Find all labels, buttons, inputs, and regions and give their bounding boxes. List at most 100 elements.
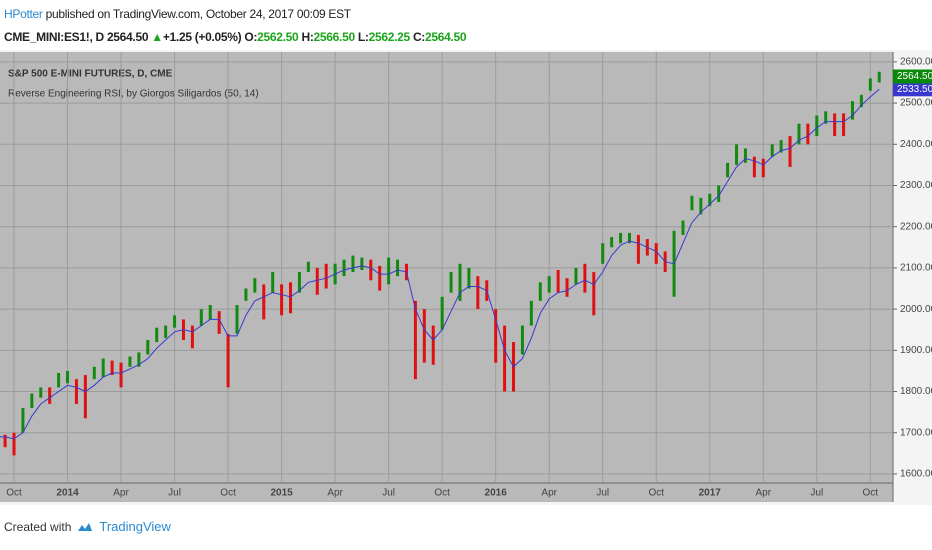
chart: S&P 500 E-MINI FUTURES, D, CME Reverse E… xyxy=(0,50,932,505)
price-bar xyxy=(137,352,141,367)
price-bar xyxy=(396,259,400,277)
price-bar xyxy=(39,387,43,398)
y-tick-label: 1700.00 xyxy=(900,427,932,438)
price-bar xyxy=(280,284,284,316)
price-bar xyxy=(12,432,16,456)
price-bar xyxy=(378,265,382,291)
price-bar xyxy=(761,158,765,178)
price-bar xyxy=(610,237,614,248)
price-bar xyxy=(538,282,542,301)
price-bar xyxy=(859,94,863,108)
y-tick-label: 2000.00 xyxy=(900,304,932,315)
footer: Created with TradingView xyxy=(4,519,171,534)
price-bar xyxy=(779,140,783,153)
brand[interactable]: TradingView xyxy=(99,519,171,534)
price-bar xyxy=(244,288,248,301)
price-bar xyxy=(619,232,623,244)
price-bar xyxy=(476,276,480,310)
change: +1.25 (+0.05%) xyxy=(162,30,242,44)
price-bar xyxy=(726,162,730,178)
price-bar xyxy=(173,315,177,328)
indicator-line xyxy=(0,88,880,440)
price-bar xyxy=(297,272,301,293)
price-bar xyxy=(601,243,605,264)
close: 2564.50 xyxy=(425,30,467,44)
price-bar xyxy=(850,101,854,120)
price-bar xyxy=(21,408,25,433)
price-bar xyxy=(226,333,230,388)
x-tick-label: Apr xyxy=(755,488,771,499)
price-bar xyxy=(797,123,801,145)
price-bar xyxy=(627,232,631,244)
price-bar xyxy=(422,309,426,363)
plot xyxy=(0,52,893,483)
price-bar xyxy=(583,263,587,293)
last-price-tag xyxy=(893,69,932,84)
price-bar xyxy=(315,267,319,295)
indicator-name: Reverse Engineering RSI, by Giorgos Sili… xyxy=(8,89,259,100)
price-bar xyxy=(654,243,658,264)
created-with: Created with xyxy=(4,519,72,534)
price-bar xyxy=(199,309,203,326)
low: 2562.25 xyxy=(368,30,411,44)
price-bar xyxy=(369,259,373,281)
x-tick-label: Oct xyxy=(648,488,664,499)
price-bar xyxy=(708,193,712,207)
price-bar xyxy=(208,304,212,320)
price-bar xyxy=(324,263,328,289)
x-tick-label: 2016 xyxy=(485,488,508,499)
author-link[interactable]: HPotter xyxy=(4,7,43,21)
price-bar xyxy=(74,379,78,404)
x-tick-label: Apr xyxy=(541,488,557,499)
price-bar xyxy=(342,259,346,277)
last: 2564.50 xyxy=(106,30,149,44)
l-label: L: xyxy=(357,30,369,44)
price-bar xyxy=(824,111,828,124)
y-tick-label: 2300.00 xyxy=(900,180,932,191)
price-bar xyxy=(387,257,391,285)
price-bar xyxy=(262,284,266,320)
price-bar xyxy=(815,115,819,137)
y-tick-label: 2400.00 xyxy=(900,139,932,150)
y-tick-label: 2200.00 xyxy=(900,221,932,232)
x-tick-label: Oct xyxy=(6,488,22,499)
price-bar xyxy=(565,278,569,297)
open: 2562.50 xyxy=(257,30,299,44)
price-bar xyxy=(413,300,417,380)
price-bar xyxy=(449,272,453,293)
price-bar xyxy=(128,356,132,367)
price-bar xyxy=(83,375,87,419)
price-bar xyxy=(146,340,150,355)
price-bar xyxy=(699,197,703,215)
price-bar xyxy=(868,78,872,91)
x-tick-label: Oct xyxy=(863,488,879,499)
price-bar xyxy=(66,370,70,384)
price-bar xyxy=(48,387,52,404)
price-bar xyxy=(547,276,551,293)
chart-title: S&P 500 E-MINI FUTURES, D, CME xyxy=(8,69,173,80)
price-bar xyxy=(190,325,194,349)
price-bar xyxy=(735,144,739,165)
y-tick-label: 2100.00 xyxy=(900,263,932,274)
x-tick-label: Jul xyxy=(596,488,609,499)
price-bar xyxy=(271,272,275,293)
price-bar xyxy=(217,311,221,334)
price-bar xyxy=(253,278,257,293)
x-tick-label: Oct xyxy=(220,488,236,499)
price-bar xyxy=(770,144,774,157)
y-tick-label: 1900.00 xyxy=(900,345,932,356)
price-bar xyxy=(110,360,114,376)
y-tick-label: 2600.00 xyxy=(900,57,932,68)
price-bar xyxy=(717,185,721,202)
symbol-line: CME_MINI:ES1!, D 2564.50 ▲+1.25 (+0.05%)… xyxy=(4,30,467,44)
x-tick-label: 2017 xyxy=(699,488,722,499)
price-bar xyxy=(467,267,471,289)
y-tick-label: 1800.00 xyxy=(900,386,932,397)
price-bar xyxy=(3,434,7,448)
price-bar xyxy=(431,325,435,365)
tv-logo xyxy=(78,522,93,531)
price-bar xyxy=(164,325,168,338)
publish-info: published on TradingView.com, October 24… xyxy=(45,7,351,21)
price-bar xyxy=(503,325,507,392)
price-bar xyxy=(833,113,837,137)
